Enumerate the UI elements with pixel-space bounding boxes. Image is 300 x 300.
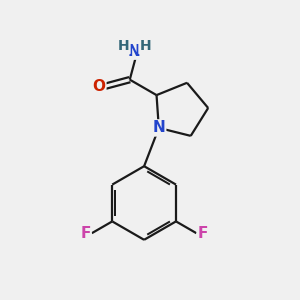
Text: O: O xyxy=(92,79,105,94)
Text: N: N xyxy=(152,120,165,135)
Text: F: F xyxy=(80,226,91,241)
Text: F: F xyxy=(198,226,208,241)
Text: H: H xyxy=(140,39,151,53)
Text: H: H xyxy=(118,39,130,53)
Text: N: N xyxy=(128,44,140,59)
